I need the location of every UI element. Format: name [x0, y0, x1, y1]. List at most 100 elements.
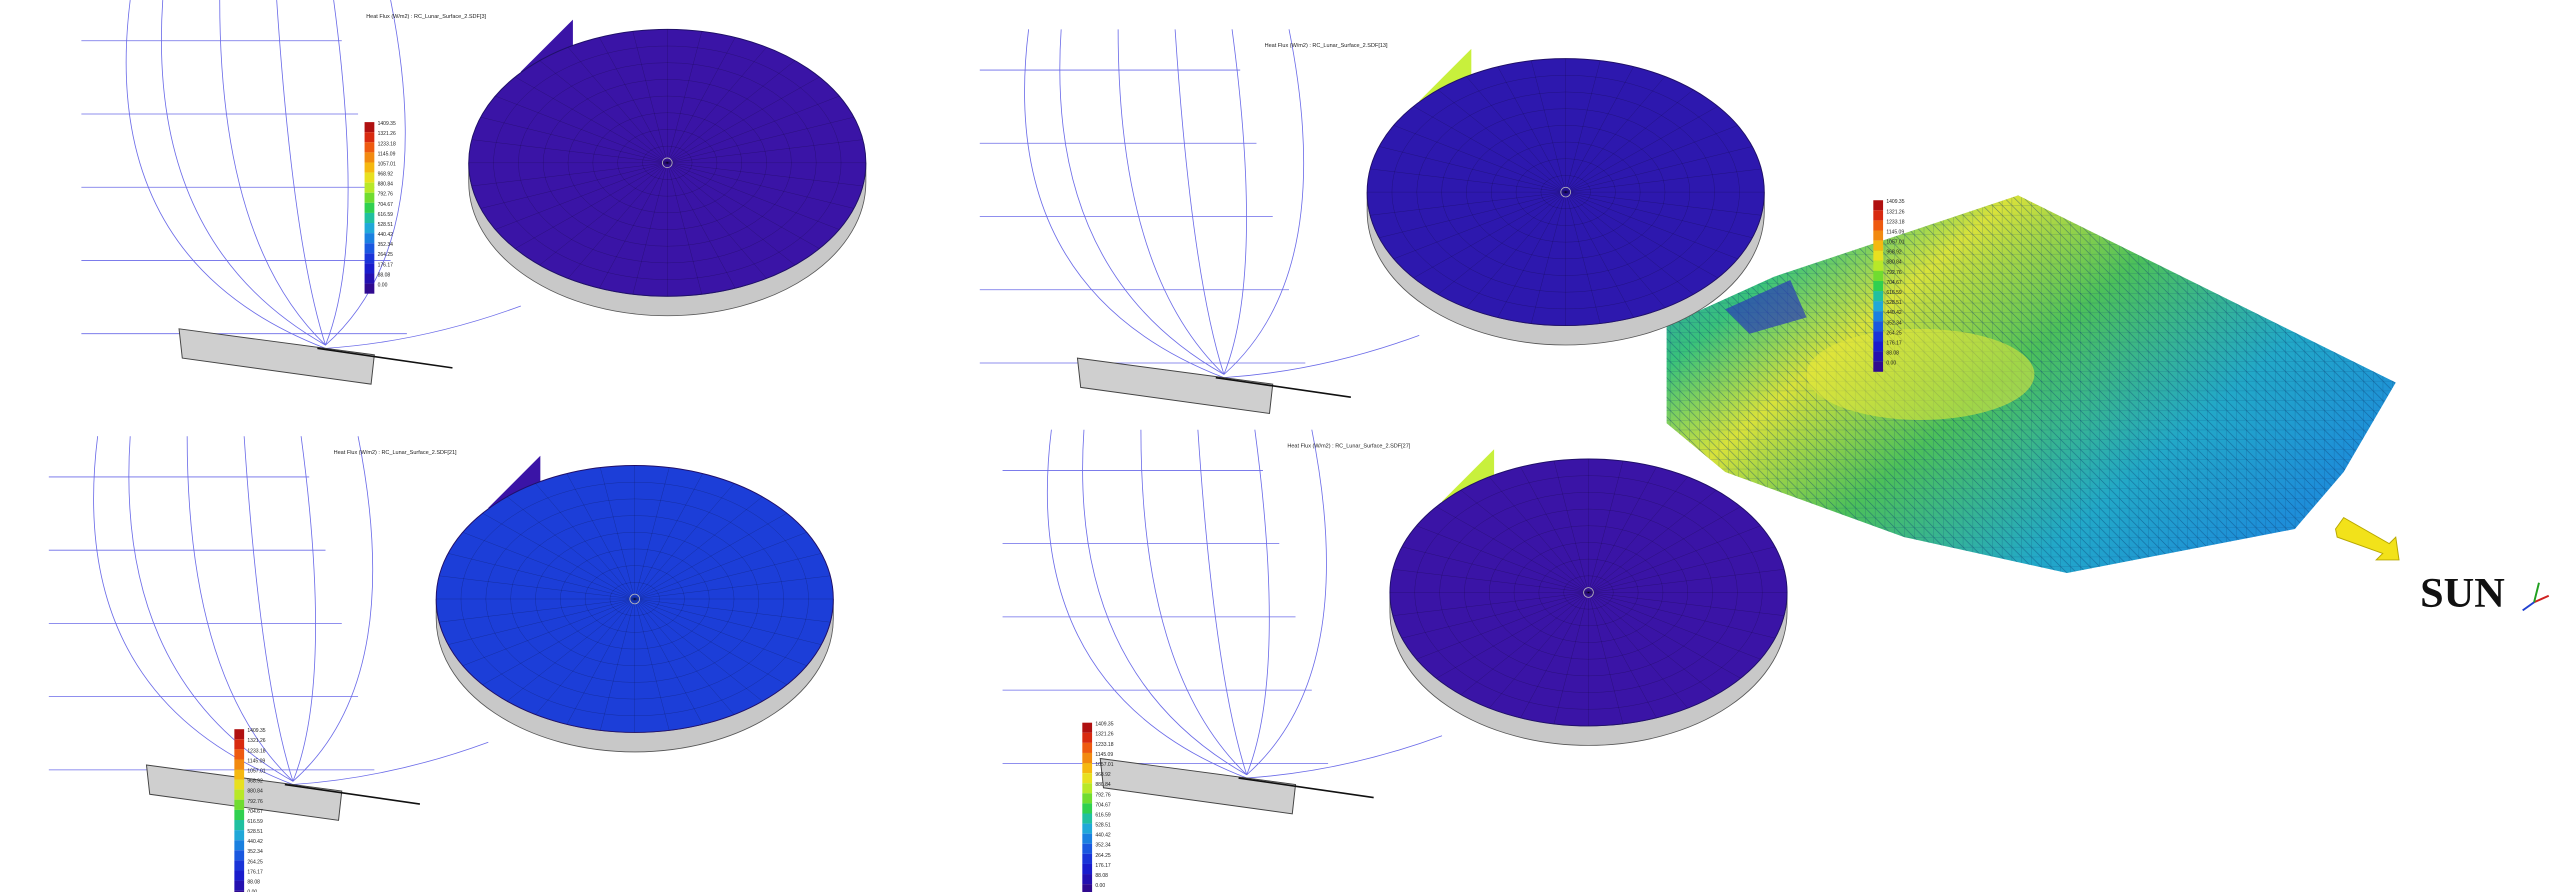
disk-spoke: [667, 37, 736, 163]
colorbar-label: 704.67: [1886, 280, 1902, 286]
disk-spoke: [462, 532, 635, 600]
colorbar-cell: [1082, 722, 1093, 733]
disk-spoke: [1416, 525, 1589, 593]
disk-spoke: [634, 598, 822, 645]
disk-spoke: [439, 575, 635, 600]
disk-spoke: [566, 598, 635, 725]
colorbar-label: 440.42: [1886, 310, 1902, 316]
colorbar-cell: [1873, 280, 1884, 292]
colorbar-cell: [1082, 843, 1093, 854]
globe-meridian: [325, 0, 349, 346]
plot-panel: Heat Flux (W/m2) : RC_Lunar_Surface_2.SD…: [81, 0, 867, 385]
disk-spoke: [1565, 192, 1666, 308]
colorbar-cell: [1873, 291, 1884, 302]
disk-spoke: [632, 162, 668, 295]
disk-spoke: [634, 598, 670, 731]
colorbar-cell: [1873, 250, 1884, 261]
colorbar-cell: [234, 749, 245, 760]
disk-spoke: [448, 598, 635, 645]
colorbar-label: 1321.26: [247, 738, 265, 744]
disk-spoke: [1565, 192, 1601, 324]
disk-spoke: [471, 162, 668, 187]
panel-title: Heat Flux (W/m2) : RC_Lunar_Surface_2.SD…: [334, 450, 457, 456]
colorbar-label: 528.51: [378, 222, 394, 228]
colorbar-cell: [234, 870, 245, 881]
colorbar-label: 264.25: [1886, 330, 1902, 336]
disk-spoke: [1392, 569, 1589, 593]
hot-region: [1806, 328, 2035, 420]
disk-spoke: [634, 598, 807, 666]
disk-spoke: [471, 139, 668, 163]
colorbar-label: 1321.26: [378, 131, 396, 137]
disk-spoke: [1588, 476, 1688, 593]
disk-spoke: [634, 532, 807, 600]
disk-spoke: [1565, 191, 1718, 278]
colorbar-label: 704.67: [378, 202, 394, 208]
colorbar-label: 0.00: [1886, 361, 1896, 367]
disk-spoke: [515, 76, 668, 163]
disk-spoke: [495, 162, 668, 230]
colorbar-label: 352.34: [247, 849, 263, 855]
disk-spoke: [1588, 506, 1741, 593]
colorbar-label: 88.08: [247, 880, 260, 886]
globe-meridian: [1140, 429, 1247, 776]
disk-spoke: [1497, 66, 1566, 193]
colorbar-label: 1057.01: [1886, 240, 1904, 246]
colorbar-cell: [234, 759, 245, 770]
disk-spoke: [482, 513, 635, 600]
disk-spoke: [439, 598, 635, 623]
disk-spoke: [1588, 461, 1624, 593]
mesh-view: SUN: [1666, 195, 2550, 617]
disk-spoke: [600, 467, 635, 600]
colorbar-label: 616.59: [378, 212, 394, 218]
globe-meridian: [276, 0, 326, 346]
colorbar-label: 0.00: [1095, 883, 1105, 889]
disk-spoke: [1416, 592, 1589, 660]
colorbar-cell: [364, 132, 375, 143]
disk-spoke: [1401, 546, 1589, 593]
colorbar-cell: [1873, 200, 1884, 211]
colorbar-label: 1233.18: [247, 748, 265, 754]
disk-spoke: [634, 467, 670, 600]
disk-spoke: [1489, 592, 1589, 709]
disk-spoke: [1553, 461, 1589, 593]
disk-spoke: [1588, 592, 1761, 660]
disk-spoke: [539, 60, 668, 163]
colorbar-cell: [364, 243, 375, 254]
colorbar-label: 792.76: [247, 799, 263, 805]
colorbar-label: 88.08: [1095, 873, 1108, 879]
disk-spoke: [667, 162, 702, 295]
disk-spoke: [535, 598, 635, 715]
disk-spoke: [567, 47, 668, 163]
disk-spoke: [1437, 89, 1566, 193]
colorbar-label: 528.51: [247, 829, 263, 835]
disk-spoke: [1565, 146, 1753, 193]
disk-center: [1583, 587, 1594, 598]
disk-spoke: [1437, 192, 1566, 295]
colorbar-cell: [1082, 763, 1093, 774]
colorbar-cell: [1082, 732, 1093, 743]
disk-spoke: [667, 31, 702, 163]
colorbar-cell: [1873, 210, 1884, 221]
disk-spoke: [507, 496, 635, 600]
globe-meridian: [325, 0, 406, 346]
disk-spoke: [1565, 192, 1694, 295]
disk-spoke: [667, 162, 796, 266]
colorbar-cell: [1873, 311, 1884, 322]
colorbar-label: 792.76: [1095, 792, 1111, 798]
colorbar-cell: [1873, 220, 1884, 231]
colorbar-cell: [1082, 803, 1093, 814]
disk-spoke: [1565, 192, 1634, 318]
colorbar-label: 968.92: [247, 779, 263, 785]
colorbar-label: 1145.09: [1886, 229, 1904, 235]
disk-spoke: [462, 598, 635, 666]
colorbar-cell: [1873, 361, 1884, 372]
disk-spoke: [480, 162, 668, 209]
plot-panel: Heat Flux (W/m2) : RC_Lunar_Surface_2.SD…: [979, 29, 1905, 415]
colorbar-label: 1233.18: [1886, 219, 1904, 225]
plot-panel: Heat Flux (W/m2) : RC_Lunar_Surface_2.SD…: [48, 436, 834, 892]
globe-meridian: [1024, 29, 1420, 379]
disk-spoke: [1588, 467, 1657, 593]
disk-spoke: [667, 162, 767, 279]
globe-meridian: [128, 436, 294, 782]
